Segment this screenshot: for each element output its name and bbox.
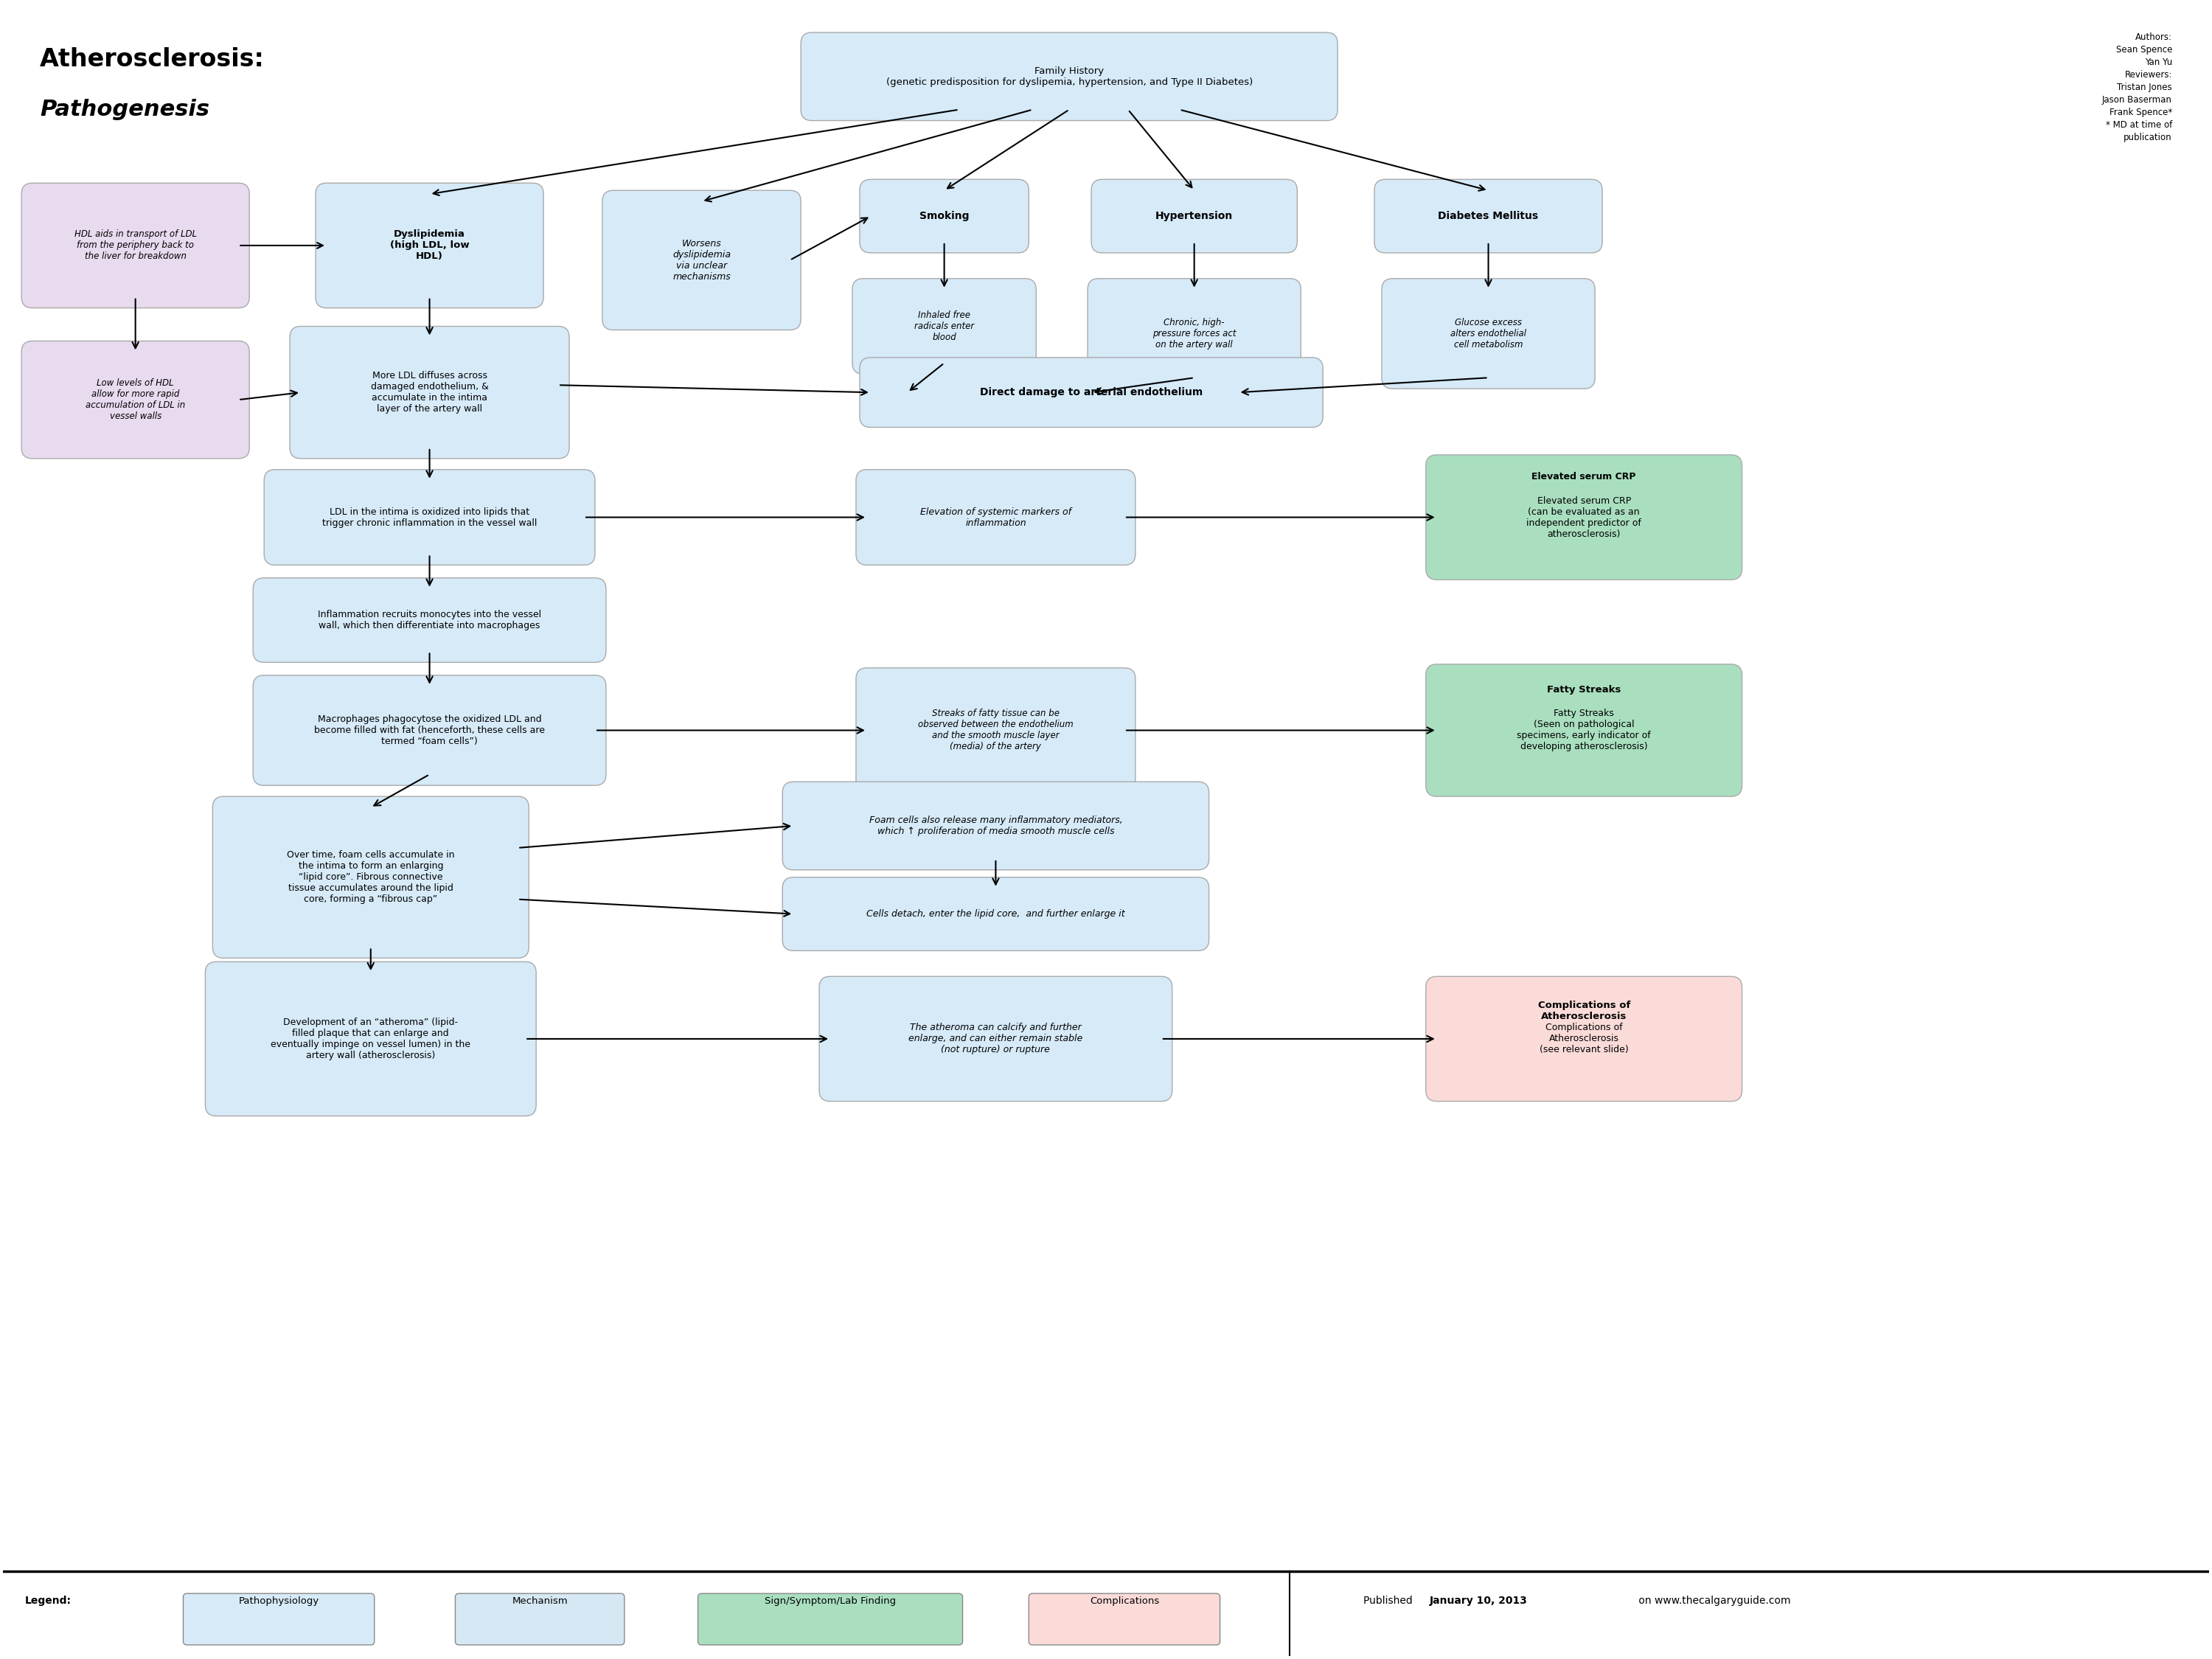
FancyBboxPatch shape [1088, 279, 1301, 388]
FancyBboxPatch shape [252, 675, 606, 785]
Text: Complications of
Atherosclerosis: Complications of Atherosclerosis [1537, 1000, 1630, 1022]
Text: Streaks of fatty tissue can be
observed between the endothelium
and the smooth m: Streaks of fatty tissue can be observed … [918, 708, 1073, 752]
FancyBboxPatch shape [783, 781, 1210, 869]
FancyBboxPatch shape [290, 327, 568, 458]
Text: Direct damage to arterial endothelium: Direct damage to arterial endothelium [980, 387, 1203, 398]
FancyBboxPatch shape [860, 179, 1029, 252]
Text: Elevation of systemic markers of
inflammation: Elevation of systemic markers of inflamm… [920, 508, 1071, 528]
FancyBboxPatch shape [1091, 179, 1296, 252]
Text: Cells detach, enter the lipid core,  and further enlarge it: Cells detach, enter the lipid core, and … [867, 909, 1126, 919]
Text: Authors:
Sean Spence
Yan Yu
Reviewers:
Tristan Jones
Jason Baserman
Frank Spence: Authors: Sean Spence Yan Yu Reviewers: T… [2101, 33, 2172, 143]
Text: Worsens
dyslipidemia
via unclear
mechanisms: Worsens dyslipidemia via unclear mechani… [672, 239, 730, 282]
Text: Low levels of HDL
allow for more rapid
accumulation of LDL in
vessel walls: Low levels of HDL allow for more rapid a… [86, 378, 186, 421]
FancyBboxPatch shape [801, 33, 1338, 121]
FancyBboxPatch shape [783, 878, 1210, 951]
Text: Elevated serum CRP: Elevated serum CRP [1531, 473, 1637, 481]
FancyBboxPatch shape [252, 577, 606, 662]
FancyBboxPatch shape [184, 1594, 374, 1646]
FancyBboxPatch shape [1427, 664, 1743, 796]
Text: More LDL diffuses across
damaged endothelium, &
accumulate in the intima
layer o: More LDL diffuses across damaged endothe… [372, 372, 489, 413]
FancyBboxPatch shape [860, 358, 1323, 428]
Text: Inflammation recruits monocytes into the vessel
wall, which then differentiate i: Inflammation recruits monocytes into the… [319, 611, 542, 630]
Text: Chronic, high-
pressure forces act
on the artery wall: Chronic, high- pressure forces act on th… [1152, 319, 1237, 350]
FancyBboxPatch shape [1029, 1594, 1221, 1646]
Text: Diabetes Mellitus: Diabetes Mellitus [1438, 211, 1540, 221]
Text: LDL in the intima is oxidized into lipids that
trigger chronic inflammation in t: LDL in the intima is oxidized into lipid… [323, 508, 538, 528]
FancyBboxPatch shape [856, 469, 1135, 566]
Text: Over time, foam cells accumulate in
the intima to form an enlarging
“lipid core”: Over time, foam cells accumulate in the … [288, 851, 456, 904]
FancyBboxPatch shape [212, 796, 529, 957]
Text: Elevated serum CRP
(can be evaluated as an
independent predictor of
atherosclero: Elevated serum CRP (can be evaluated as … [1526, 496, 1641, 539]
Text: Complications: Complications [1091, 1596, 1159, 1606]
Text: Pathophysiology: Pathophysiology [239, 1596, 319, 1606]
FancyBboxPatch shape [818, 977, 1172, 1102]
FancyBboxPatch shape [1382, 279, 1595, 388]
Text: Legend:: Legend: [24, 1596, 71, 1606]
FancyBboxPatch shape [699, 1594, 962, 1646]
FancyBboxPatch shape [852, 279, 1035, 373]
FancyBboxPatch shape [856, 669, 1135, 793]
FancyBboxPatch shape [22, 342, 250, 458]
FancyBboxPatch shape [22, 182, 250, 309]
Text: Published: Published [1363, 1596, 1416, 1606]
Text: January 10, 2013: January 10, 2013 [1429, 1596, 1528, 1606]
Text: Sign/Symptom/Lab Finding: Sign/Symptom/Lab Finding [765, 1596, 896, 1606]
FancyBboxPatch shape [602, 191, 801, 330]
Text: The atheroma can calcify and further
enlarge, and can either remain stable
(not : The atheroma can calcify and further enl… [909, 1024, 1084, 1055]
Text: Glucose excess
alters endothelial
cell metabolism: Glucose excess alters endothelial cell m… [1451, 319, 1526, 350]
FancyBboxPatch shape [456, 1594, 624, 1646]
Text: Pathogenesis: Pathogenesis [40, 98, 210, 119]
Text: Fatty Streaks
(Seen on pathological
specimens, early indicator of
developing ath: Fatty Streaks (Seen on pathological spec… [1517, 708, 1650, 752]
Text: Mechanism: Mechanism [511, 1596, 568, 1606]
FancyBboxPatch shape [206, 962, 535, 1117]
FancyBboxPatch shape [1427, 977, 1743, 1102]
FancyBboxPatch shape [1374, 179, 1601, 252]
Text: Foam cells also release many inflammatory mediators,
which ↑ proliferation of me: Foam cells also release many inflammator… [869, 816, 1121, 836]
Text: Smoking: Smoking [920, 211, 969, 221]
Text: Fatty Streaks: Fatty Streaks [1546, 685, 1621, 695]
Text: Atherosclerosis:: Atherosclerosis: [40, 46, 265, 71]
Text: on www.thecalgaryguide.com: on www.thecalgaryguide.com [1635, 1596, 1792, 1606]
FancyBboxPatch shape [1427, 455, 1743, 579]
FancyBboxPatch shape [316, 182, 544, 309]
Text: Complications of
Atherosclerosis
(see relevant slide): Complications of Atherosclerosis (see re… [1540, 1024, 1628, 1055]
Text: Inhaled free
radicals enter
blood: Inhaled free radicals enter blood [914, 310, 973, 342]
Text: Family History
(genetic predisposition for dyslipemia, hypertension, and Type II: Family History (genetic predisposition f… [887, 66, 1252, 86]
Text: Macrophages phagocytose the oxidized LDL and
become filled with fat (henceforth,: Macrophages phagocytose the oxidized LDL… [314, 715, 544, 747]
FancyBboxPatch shape [263, 469, 595, 566]
Text: Development of an “atheroma” (lipid-
filled plaque that can enlarge and
eventual: Development of an “atheroma” (lipid- fil… [270, 1017, 471, 1060]
Text: Dyslipidemia
(high LDL, low
HDL): Dyslipidemia (high LDL, low HDL) [389, 229, 469, 262]
Text: HDL aids in transport of LDL
from the periphery back to
the liver for breakdown: HDL aids in transport of LDL from the pe… [75, 229, 197, 262]
Text: Hypertension: Hypertension [1155, 211, 1232, 221]
